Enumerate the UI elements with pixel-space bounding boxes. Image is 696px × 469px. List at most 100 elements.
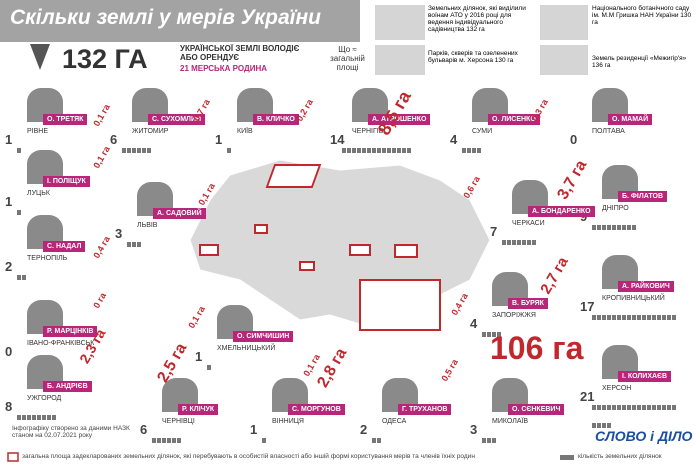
plot-bar — [262, 430, 267, 443]
mayor-name: О. ЛИСЕНКО — [488, 114, 540, 125]
plot-bar — [17, 140, 22, 153]
plot-bar — [502, 232, 537, 245]
mayor-card: Р. КЛІЧУК ЧЕРНІВЦІ 6 2,5 га — [140, 340, 240, 443]
mayor-card: В. КЛИЧКО КИЇВ 1 0,2 га — [215, 88, 315, 153]
mayor-name: В. КЛИЧКО — [253, 114, 299, 125]
plot-count: 21 — [580, 389, 595, 404]
plot-bar — [592, 307, 677, 320]
plot-bar — [17, 202, 22, 215]
mayor-card: О. ЛИСЕНКО СУМИ 4 0,3 га — [450, 88, 550, 153]
mayor-name: С. СУХОМЛИН — [148, 114, 206, 125]
city: КРОПИВНИЦЬКИЙ — [602, 295, 665, 302]
plot-bar — [592, 397, 680, 428]
plot-count: 3 — [115, 226, 123, 241]
mayor-card: А. РАЙКОВИЧ КРОПИВНИЦЬКИЙ 17 2,7 га — [537, 254, 680, 320]
area-label: 106 га — [490, 330, 584, 366]
city: ЛЬВІВ — [137, 222, 158, 229]
legend-plots: кількість земельних ділянок — [578, 453, 662, 460]
plot-bar — [592, 217, 637, 230]
area-label: 0,7 га — [191, 97, 212, 123]
legend-area: загальна площа задекларованих земельних … — [22, 453, 475, 460]
city: МИКОЛАЇВ — [492, 418, 529, 425]
source: Інфографіку створено за даними НАЗК стан… — [12, 425, 130, 439]
city: ІВАНО-ФРАНКІВСЬК — [27, 340, 95, 347]
mayor-name: О. МАМАЙ — [608, 114, 653, 125]
mayor-name: С. МОРГУНОВ — [288, 404, 345, 415]
mayor-card: О. МАМАЙ ПОЛТАВА 0 — [570, 88, 670, 150]
city: РІВНЕ — [27, 128, 49, 135]
plot-bar — [152, 430, 182, 443]
city: ОДЕСА — [382, 418, 407, 425]
mayor-name: А. АТРОШЕНКО — [368, 114, 431, 125]
city: ХМЕЛЬНИЦЬКИЙ — [217, 345, 276, 352]
comparison: Парків, скверів та озеленених бульварів … — [428, 50, 518, 64]
plot-bar — [482, 324, 502, 337]
plot-bar — [122, 140, 152, 153]
subtitle: УКРАЇНСЬКОЇ ЗЕМЛІ ВОЛОДІЄ АБО ОРЕНДУЄ — [180, 44, 300, 62]
plot-count: 0 — [5, 344, 13, 359]
plot-count: 14 — [330, 132, 345, 147]
plot-count: 1 — [195, 349, 203, 364]
plot-count: 1 — [5, 194, 13, 209]
mayor-name: С. НАДАЛ — [43, 241, 86, 252]
plot-count: 2 — [5, 259, 13, 274]
total: 132 ГА — [62, 44, 148, 74]
mayor-card: О. СИМЧИШИН ХМЕЛЬНИЦЬКИЙ 1 0,1 га — [186, 304, 295, 370]
plot-count: 4 — [450, 132, 458, 147]
city: ДНІПРО — [602, 205, 629, 212]
mayor-card: С. СУХОМЛИН ЖИТОМИР 6 0,7 га — [110, 88, 212, 153]
mayor-card: О. СЄНКЕВИЧ МИКОЛАЇВ 3 0,5 га — [439, 357, 570, 443]
comparison: Національного ботанічного саду ім. М.М Г… — [592, 5, 692, 26]
plot-count: 7 — [490, 224, 498, 239]
plot-bar — [342, 140, 412, 153]
comparison: Земель резиденції «Межигір'я» 136 га — [592, 55, 687, 69]
city: ПОЛТАВА — [592, 128, 625, 135]
plot-count: 2 — [360, 422, 368, 437]
city: УЖГОРОД — [27, 395, 62, 402]
mayor-card: В. БУРЯК ЗАПОРІЖЖЯ 4 0,4 га — [449, 272, 570, 337]
mayor-name: Р. КЛІЧУК — [178, 404, 219, 415]
mayor-name: О. ТРЕТЯК — [43, 114, 88, 125]
comparison: Земельних ділянок, які виділили воїнам А… — [428, 5, 526, 33]
logo: СЛОВО і ДІЛО — [595, 428, 693, 444]
mayor-name: А. РАЙКОВИЧ — [618, 281, 674, 292]
mayor-card: О. ТРЕТЯК РІВНЕ 1 0,1 га — [5, 88, 112, 153]
plot-count: 6 — [110, 132, 118, 147]
mayor-name: Б. ФІЛАТОВ — [618, 191, 668, 202]
mayor-name: О. СЄНКЕВИЧ — [508, 404, 565, 415]
mayor-name: А. БОНДАРЕНКО — [528, 206, 595, 217]
mayor-card: А. БОНДАРЕНКО ЧЕРКАСИ 7 0,6 га — [461, 174, 595, 245]
mayor-name: Р. МАРЦІНКІВ — [43, 326, 98, 337]
plot-count: 8 — [5, 399, 13, 414]
mayor-name: О. СИМЧИШИН — [233, 331, 294, 342]
mayor-name: І. ПОЛІЩУК — [43, 176, 90, 187]
plot-bar — [462, 140, 482, 153]
mayor-card: Р. МАРЦІНКІВ ІВАНО-ФРАНКІВСЬК 0 0 га — [5, 291, 108, 362]
city: ЧЕРНІВЦІ — [162, 418, 195, 425]
plot-count: 3 — [470, 422, 478, 437]
mayor-card: С. МОРГУНОВ ВІННИЦЯ 1 0,1 га — [250, 352, 350, 443]
mayor-card: С. НАДАЛ ТЕРНОПІЛЬ 2 0,4 га — [5, 215, 112, 280]
plot-count: 1 — [5, 132, 13, 147]
plot-bar — [207, 357, 212, 370]
city: ЛУЦЬК — [27, 190, 50, 197]
mayor-card: Г. ТРУХАНОВ ОДЕСА 2 2,8 га — [314, 345, 460, 443]
plot-count: 17 — [580, 299, 595, 314]
plot-count: 0 — [570, 132, 578, 147]
mayor-name: А. САДОВИЙ — [153, 208, 206, 219]
plot-bar — [17, 267, 27, 280]
plot-bar — [127, 234, 142, 247]
plot-count: 1 — [215, 132, 223, 147]
mayor-card: А. САДОВИЙ ЛЬВІВ 3 0,1 га — [115, 181, 217, 247]
city: ЧЕРКАСИ — [512, 220, 545, 227]
plot-count: 4 — [470, 316, 478, 331]
city: СУМИ — [472, 128, 493, 135]
mayor-card: І. ПОЛІЩУК ЛУЦЬК 1 0,1 га — [5, 144, 112, 215]
area-label: 0,1 га — [196, 181, 217, 207]
plot-count: 6 — [140, 422, 148, 437]
city: ЧЕРНІГІВ — [352, 128, 384, 135]
mayor-name: Г. ТРУХАНОВ — [398, 404, 452, 415]
city: ТЕРНОПІЛЬ — [27, 255, 68, 262]
